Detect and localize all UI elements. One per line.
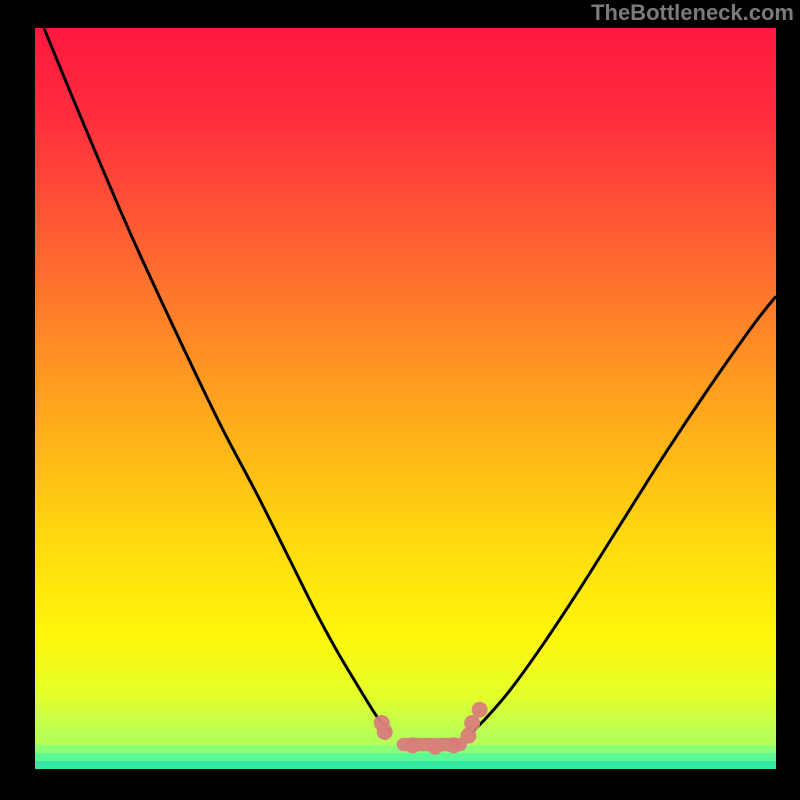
curve-right <box>472 296 776 732</box>
trough-marker <box>427 739 443 755</box>
curve-left <box>44 28 391 732</box>
trough-marker <box>377 724 393 740</box>
trough-marker <box>405 737 421 753</box>
chart-frame: TheBottleneck.com <box>0 0 800 800</box>
plot-area <box>35 28 776 769</box>
bottleneck-curve-overlay <box>35 28 776 769</box>
watermark-text: TheBottleneck.com <box>591 0 794 26</box>
trough-marker <box>472 702 488 718</box>
trough-marker <box>446 737 462 753</box>
